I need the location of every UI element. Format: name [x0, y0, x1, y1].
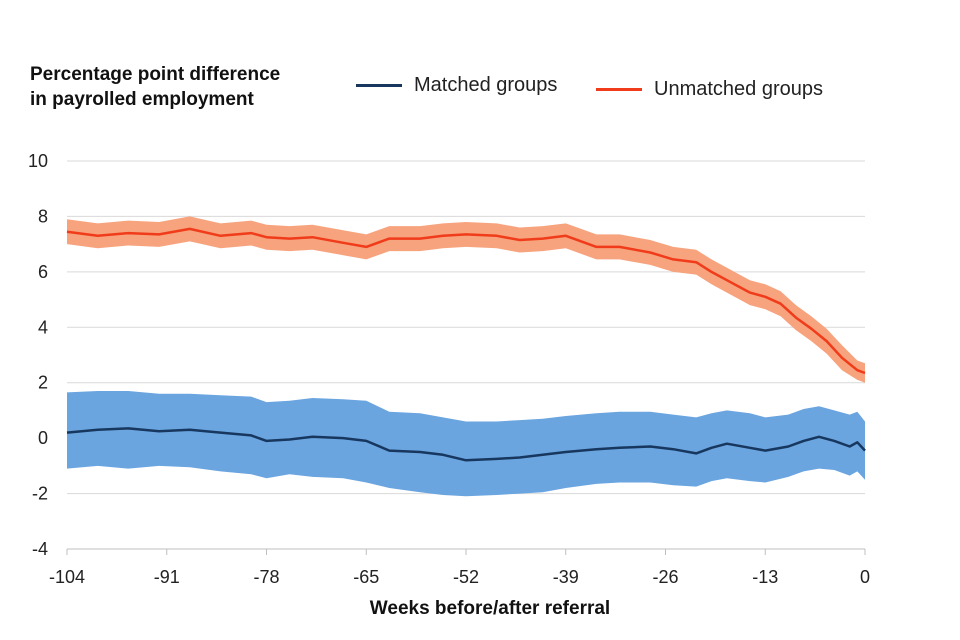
x-tick-label: 0 — [860, 567, 870, 587]
legend-unmatched-swatch — [596, 88, 642, 91]
x-tick-label: -91 — [154, 567, 180, 587]
legend-unmatched: Unmatched groups — [596, 78, 823, 101]
legend-matched-swatch — [356, 84, 402, 87]
y-tick-label: 6 — [38, 262, 48, 282]
unmatched-series-line — [66, 227, 866, 375]
x-tick-label: -52 — [453, 567, 479, 587]
unmatched-confidence-band — [67, 216, 865, 383]
x-tick-label: -26 — [652, 567, 678, 587]
y-tick-label: 2 — [38, 373, 48, 393]
x-axis-title: Weeks before/after referral — [369, 598, 611, 619]
x-tick-label: -104 — [49, 567, 85, 587]
legend-matched: Matched groups — [356, 74, 557, 97]
y-tick-label: 10 — [28, 151, 48, 171]
y-tick-label: -4 — [32, 539, 48, 559]
legend-unmatched-label: Unmatched groups — [654, 78, 823, 100]
y-axis-title: Percentage point difference in payrolled… — [30, 64, 281, 110]
y-tick-label: 0 — [38, 428, 48, 448]
x-tick-label: -13 — [752, 567, 778, 587]
x-tick-label: -39 — [553, 567, 579, 587]
matched-confidence-band — [67, 391, 865, 497]
legend-matched-label: Matched groups — [414, 74, 558, 96]
y-tick-label: 4 — [38, 317, 48, 337]
y-tick-label: -2 — [32, 484, 48, 504]
y-tick-label: 8 — [38, 206, 48, 226]
matched-series-line — [66, 427, 866, 462]
x-tick-label: -65 — [353, 567, 379, 587]
x-tick-label: -78 — [253, 567, 279, 587]
